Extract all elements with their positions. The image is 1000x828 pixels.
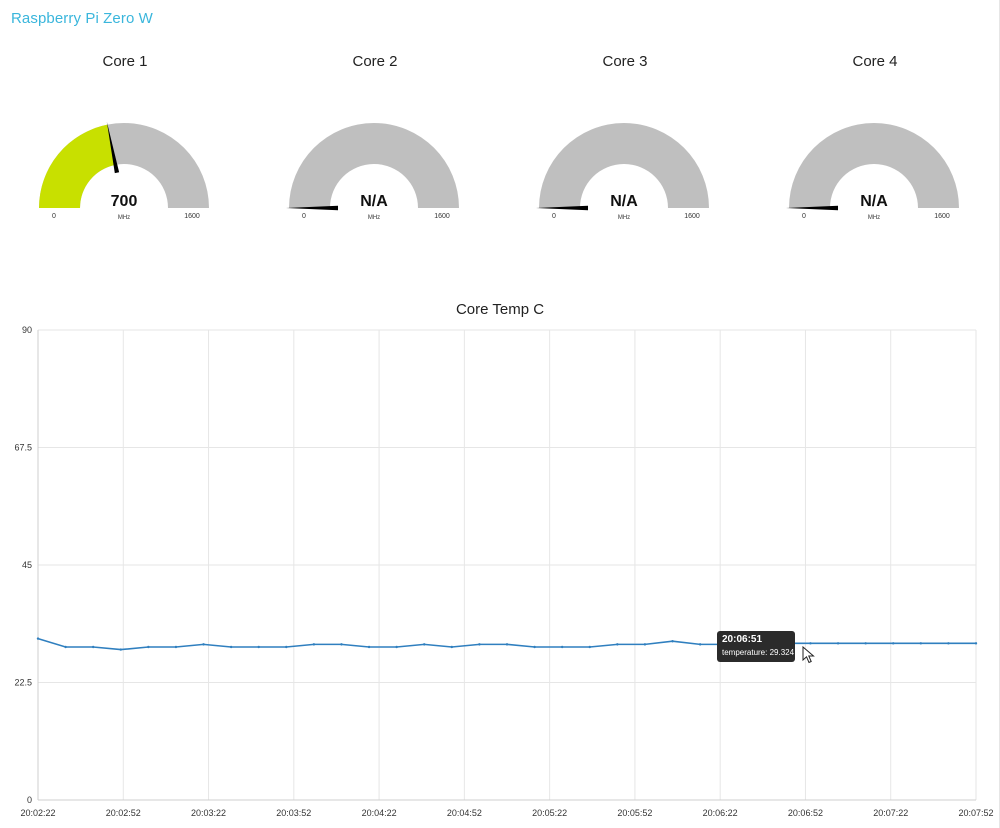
data-point[interactable] xyxy=(616,643,619,646)
mouse-pointer-icon xyxy=(802,646,815,664)
x-tick-label: 20:07:22 xyxy=(873,808,908,818)
data-point[interactable] xyxy=(91,645,95,649)
data-point[interactable] xyxy=(864,642,867,645)
gauge-max-label: 1600 xyxy=(434,213,450,220)
x-tick-label: 20:03:22 xyxy=(191,808,226,818)
data-point[interactable] xyxy=(809,642,812,645)
data-point[interactable] xyxy=(974,642,978,645)
gauge-title: Core 4 xyxy=(852,53,898,70)
data-point[interactable] xyxy=(202,643,205,646)
gauge-dial: N/A MHz 0 1600 xyxy=(536,123,709,221)
chart-title: Core Temp C xyxy=(455,301,545,318)
y-tick-label: 45 xyxy=(22,560,32,570)
x-tick-label: 20:03:52 xyxy=(276,808,311,818)
y-tick-label: 0 xyxy=(27,795,32,805)
data-point[interactable] xyxy=(836,642,840,645)
gauge-units: MHz xyxy=(618,215,630,221)
y-tick-label: 22.5 xyxy=(14,678,32,688)
data-point[interactable] xyxy=(174,645,178,649)
gauge-core-1: Core 1 700 MHz 0 1600 xyxy=(0,40,250,240)
gauge-fill xyxy=(39,124,116,208)
data-point[interactable] xyxy=(533,645,536,649)
gauge-value: N/A xyxy=(360,193,388,210)
gauge-max-label: 1600 xyxy=(934,213,950,220)
gauge-core-3: Core 3 N/A MHz 0 1600 xyxy=(500,40,750,240)
gauge-min-label: 0 xyxy=(52,213,56,220)
data-point[interactable] xyxy=(257,645,260,649)
data-point[interactable] xyxy=(919,642,923,645)
gauge-value: 700 xyxy=(111,193,138,210)
gauge-track xyxy=(789,123,959,208)
data-point[interactable] xyxy=(340,643,343,646)
data-point[interactable] xyxy=(312,643,316,646)
data-point[interactable] xyxy=(892,642,895,645)
data-point[interactable] xyxy=(698,643,702,646)
gauge-title: Core 3 xyxy=(602,53,648,70)
gauge-min-label: 0 xyxy=(552,213,556,220)
data-point[interactable] xyxy=(147,645,150,649)
gauge-title: Core 2 xyxy=(352,53,398,70)
y-tick-label: 90 xyxy=(22,325,32,335)
x-tick-label: 20:02:52 xyxy=(106,808,141,818)
gauge-value: N/A xyxy=(860,193,888,210)
app-title: Raspberry Pi Zero W xyxy=(11,10,153,27)
data-point[interactable] xyxy=(367,645,371,649)
gauge-track xyxy=(289,123,459,208)
gauge-needle xyxy=(106,121,120,174)
x-tick-label: 20:07:52 xyxy=(958,808,993,818)
data-point[interactable] xyxy=(643,643,647,646)
tooltip-value: temperature: 29.324 xyxy=(722,648,795,657)
gauge-units: MHz xyxy=(868,215,880,221)
data-point[interactable] xyxy=(560,645,564,649)
data-point[interactable] xyxy=(64,645,67,649)
gauge-value: N/A xyxy=(610,193,638,210)
data-point[interactable] xyxy=(423,643,426,646)
data-point[interactable] xyxy=(36,637,40,640)
gauge-title: Core 1 xyxy=(102,53,148,70)
chart-tooltip: 20:06:51 temperature: 29.324 xyxy=(717,631,795,662)
x-tick-label: 20:05:22 xyxy=(532,808,567,818)
x-tick-label: 20:04:22 xyxy=(362,808,397,818)
gauge-needle xyxy=(536,205,588,211)
data-point[interactable] xyxy=(285,645,288,649)
data-point[interactable] xyxy=(229,645,233,649)
data-point[interactable] xyxy=(947,642,950,645)
gauge-needle xyxy=(286,205,338,211)
x-tick-label: 20:05:52 xyxy=(617,808,652,818)
x-tick-label: 20:06:22 xyxy=(703,808,738,818)
data-point[interactable] xyxy=(588,645,591,649)
gauge-min-label: 0 xyxy=(302,213,306,220)
gauge-max-label: 1600 xyxy=(684,213,700,220)
x-tick-label: 20:04:52 xyxy=(447,808,482,818)
gauge-dial: N/A MHz 0 1600 xyxy=(286,123,459,221)
gauge-units: MHz xyxy=(118,215,130,221)
tooltip-time: 20:06:51 xyxy=(722,634,763,645)
gauge-core-4: Core 4 N/A MHz 0 1600 xyxy=(750,40,1000,240)
data-point[interactable] xyxy=(395,645,398,649)
data-point[interactable] xyxy=(671,640,674,643)
gauge-core-2: Core 2 N/A MHz 0 1600 xyxy=(250,40,500,240)
gauge-track xyxy=(539,123,709,208)
gauge-dial: 700 MHz 0 1600 xyxy=(39,121,209,221)
gauge-min-label: 0 xyxy=(802,213,806,220)
data-point[interactable] xyxy=(119,648,122,651)
gauge-units: MHz xyxy=(368,215,380,221)
gauge-needle xyxy=(786,205,838,211)
gauge-dial: N/A MHz 0 1600 xyxy=(786,123,959,221)
y-tick-label: 67.5 xyxy=(14,443,32,453)
data-point[interactable] xyxy=(505,643,509,646)
data-point[interactable] xyxy=(450,645,454,649)
gauge-max-label: 1600 xyxy=(184,213,200,220)
x-tick-label: 20:02:22 xyxy=(20,808,55,818)
data-point[interactable] xyxy=(478,643,481,646)
x-tick-label: 20:06:52 xyxy=(788,808,823,818)
